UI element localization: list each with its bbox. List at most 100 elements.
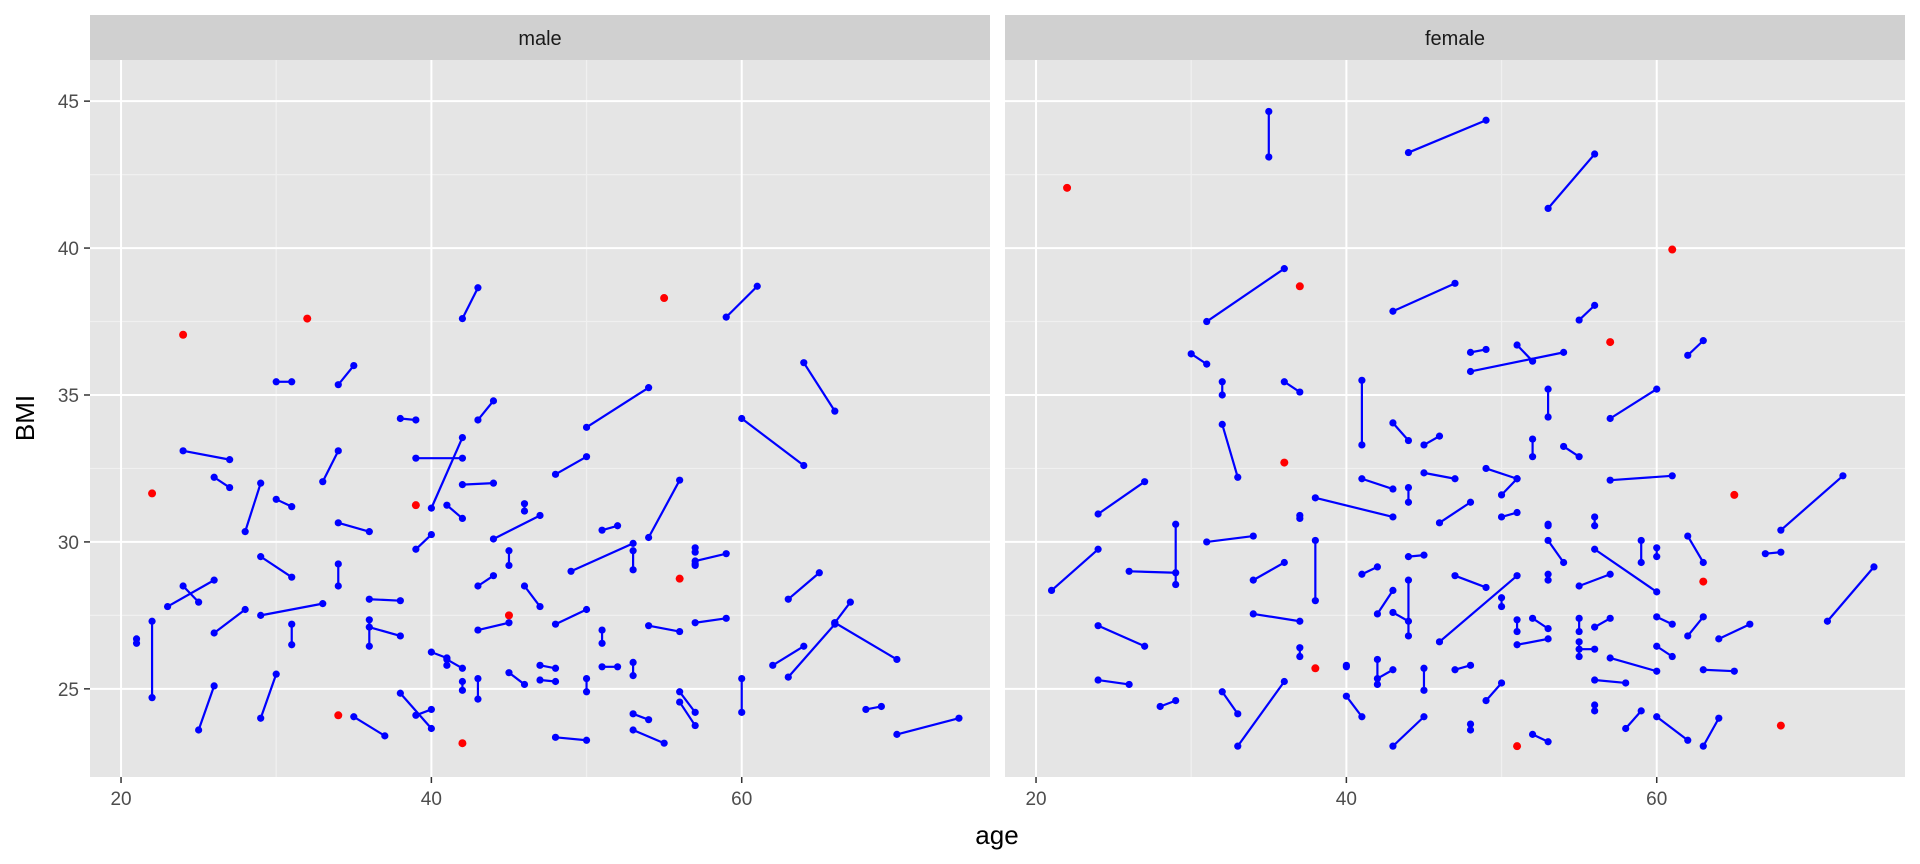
pair-point [1389, 513, 1397, 521]
pair-line [787, 623, 836, 678]
pair-point [350, 713, 358, 721]
pair-point [722, 550, 730, 558]
pair-point [1234, 473, 1242, 481]
pair-point [598, 639, 606, 647]
pair-point [1249, 576, 1257, 584]
pair-line [678, 691, 697, 714]
pair-point [629, 672, 637, 680]
pair-line [477, 400, 495, 421]
pair-point [1047, 586, 1056, 595]
pair-point [1404, 553, 1413, 561]
pair-point [1699, 742, 1707, 750]
pair-point [1823, 617, 1832, 625]
pair-line [492, 514, 541, 540]
pair-point [148, 694, 156, 702]
pair-point [458, 514, 467, 523]
pair-point [1203, 360, 1211, 368]
pair-point [412, 454, 420, 462]
pair-point [1094, 676, 1102, 684]
pair-point [1451, 572, 1459, 580]
pair-point [427, 530, 435, 539]
pair-point [1528, 730, 1537, 738]
y-tick-label: 35 [58, 386, 79, 407]
x-axis-female: 20 40 60 [1025, 777, 1667, 810]
pair-line [337, 364, 355, 386]
pair-line [260, 602, 323, 617]
pair-point [1591, 301, 1599, 309]
x-tick-label: 40 [421, 789, 442, 810]
pair-point [272, 378, 280, 386]
single-point [675, 574, 684, 583]
pair-point [1466, 720, 1475, 728]
pair-point [645, 622, 653, 630]
pair-line [1392, 422, 1410, 442]
pair-point [582, 674, 591, 683]
pair-line [1097, 624, 1146, 648]
pair-point [257, 714, 265, 722]
pair-point [1358, 570, 1366, 578]
pair-point [1528, 614, 1537, 622]
pair-point [350, 362, 358, 370]
pair-point [1575, 614, 1583, 622]
pair-point [598, 526, 606, 534]
pair-point [1653, 642, 1661, 650]
pair-point [1141, 642, 1149, 650]
pair-point [691, 721, 699, 730]
pair-line [896, 717, 960, 736]
pair-point [551, 733, 560, 741]
single-point [1513, 742, 1522, 751]
pair-point [598, 626, 606, 634]
pair-point [1575, 638, 1583, 646]
pair-line [1392, 715, 1425, 747]
pair-line [1702, 717, 1720, 747]
pair-line [182, 585, 200, 603]
single-point [504, 611, 513, 620]
pair-point [1482, 696, 1490, 705]
single-point [179, 330, 188, 339]
pair-point [738, 674, 746, 683]
pair-point [381, 732, 389, 740]
pair-line [695, 617, 727, 624]
pair-line [555, 736, 587, 742]
pair-point [1606, 570, 1614, 578]
pair-point [1280, 558, 1288, 567]
pair-point [1528, 435, 1537, 443]
pair-point [179, 582, 187, 590]
data-marks-female [1047, 107, 1878, 751]
pair-line [694, 552, 727, 563]
pair-point [1560, 558, 1568, 567]
pair-line [1578, 573, 1611, 588]
pair-point [396, 414, 404, 423]
pair-point [1482, 116, 1490, 124]
pair-point [536, 676, 544, 684]
pair-point [629, 658, 637, 666]
pair-point [1404, 148, 1413, 157]
single-point [660, 294, 669, 303]
pair-point [1513, 641, 1521, 649]
pair-point [1218, 391, 1226, 399]
y-tick-label: 45 [58, 92, 79, 113]
pair-point [676, 627, 684, 636]
pair-point [1172, 520, 1180, 528]
pair-point [1544, 635, 1552, 643]
pair-point [893, 655, 901, 664]
pair-point [1389, 485, 1397, 493]
pair-point [1528, 453, 1537, 461]
pair-point [489, 397, 498, 405]
pair-point [1684, 532, 1692, 540]
pair-point [536, 602, 544, 611]
pair-point [226, 483, 234, 492]
pair-point [1094, 510, 1102, 518]
pair-point [458, 686, 467, 694]
x-tick-label: 20 [110, 789, 131, 810]
pair-point [1513, 616, 1521, 624]
pair-point [1125, 567, 1133, 575]
pair-point [536, 661, 544, 669]
pair-line [648, 624, 680, 633]
pair-point [1591, 623, 1599, 631]
pair-point [1513, 508, 1521, 517]
pair-point [1218, 688, 1226, 696]
pair-point [676, 688, 684, 696]
pair-point [1280, 265, 1288, 273]
x-tick-label: 60 [731, 789, 752, 810]
